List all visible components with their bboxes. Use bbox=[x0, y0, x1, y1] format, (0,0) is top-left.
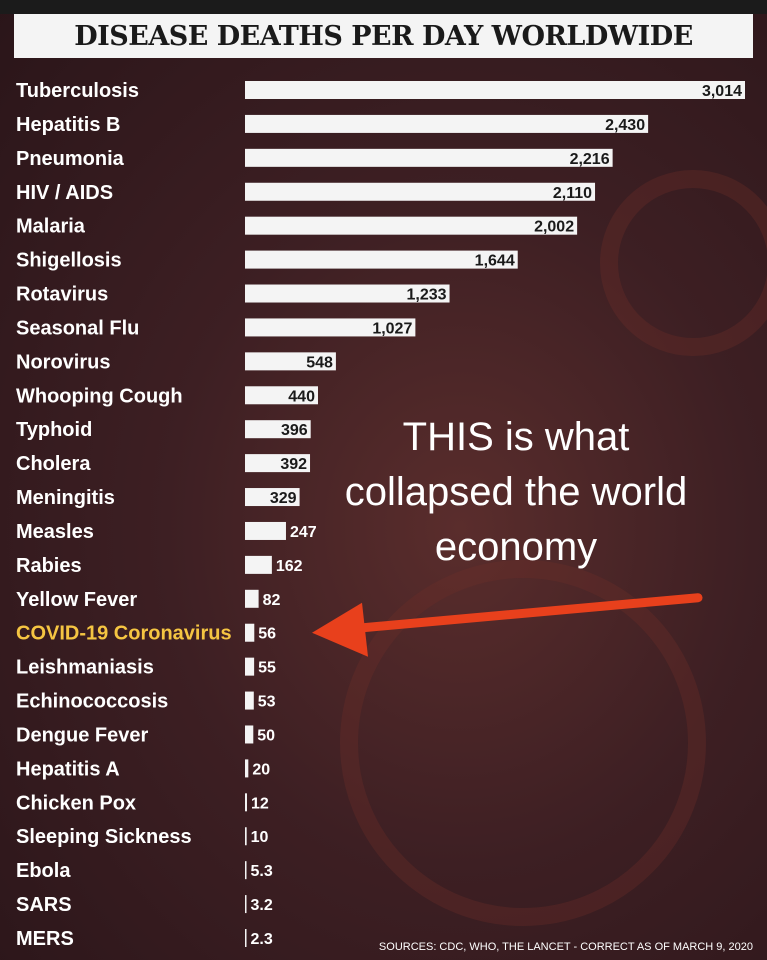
annotation-line-1: THIS is what bbox=[402, 415, 630, 459]
category-label-tuberculosis: Tuberculosis bbox=[16, 80, 139, 102]
bar-leishmaniasis bbox=[245, 657, 255, 676]
category-label-seasonal-flu: Seasonal Flu bbox=[16, 317, 139, 339]
value-label-hiv-aids: 2,110 bbox=[553, 185, 592, 202]
bar-hiv-aids bbox=[245, 182, 596, 201]
category-label-dengue-fever: Dengue Fever bbox=[16, 724, 148, 746]
bar-hepatitis-b bbox=[245, 114, 649, 133]
value-label-cholera: 392 bbox=[280, 456, 307, 473]
value-label-tuberculosis: 3,014 bbox=[702, 83, 742, 100]
category-label-typhoid: Typhoid bbox=[16, 419, 92, 441]
bar-rabies bbox=[245, 555, 272, 574]
labels-layer: Tuberculosis 3,014 Hepatitis B 2,430 Pneumon… bbox=[16, 80, 742, 950]
value-label-mers: 2.3 bbox=[251, 931, 273, 948]
category-label-yellow-fever: Yellow Fever bbox=[16, 589, 137, 611]
bar-measles bbox=[245, 521, 286, 540]
category-label-shigellosis: Shigellosis bbox=[16, 250, 122, 272]
category-label-echinococcosis: Echinococcosis bbox=[16, 691, 168, 713]
bar-pneumonia bbox=[245, 148, 613, 167]
value-label-seasonal-flu: 1,027 bbox=[372, 320, 412, 337]
title-bar: DISEASE DEATHS PER DAY WORLDWIDE bbox=[14, 14, 753, 58]
bar-dengue-fever bbox=[245, 725, 254, 744]
value-label-rabies: 162 bbox=[276, 558, 303, 575]
category-label-chicken-pox: Chicken Pox bbox=[16, 792, 136, 814]
value-label-typhoid: 396 bbox=[281, 422, 308, 439]
bar-cholera bbox=[245, 454, 311, 473]
bars-layer bbox=[245, 81, 745, 947]
value-label-covid-19-coronavirus: 56 bbox=[258, 626, 276, 643]
value-label-yellow-fever: 82 bbox=[263, 592, 281, 609]
bar-sleeping-sickness bbox=[245, 827, 247, 846]
category-label-rabies: Rabies bbox=[16, 555, 82, 577]
category-label-norovirus: Norovirus bbox=[16, 351, 110, 373]
category-label-ebola: Ebola bbox=[16, 860, 71, 882]
category-label-sars: SARS bbox=[16, 894, 72, 916]
bar-hepatitis-a bbox=[245, 759, 249, 778]
value-label-whooping-cough: 440 bbox=[288, 388, 315, 405]
bar-malaria bbox=[245, 216, 578, 235]
bar-whooping-cough bbox=[245, 386, 318, 405]
value-label-measles: 247 bbox=[290, 524, 317, 541]
value-label-meningitis: 329 bbox=[270, 490, 297, 507]
category-label-hepatitis-a: Hepatitis A bbox=[16, 758, 120, 780]
category-label-sleeping-sickness: Sleeping Sickness bbox=[16, 826, 192, 848]
category-label-measles: Measles bbox=[16, 521, 94, 543]
bar-yellow-fever bbox=[245, 589, 259, 608]
bar-meningitis bbox=[245, 488, 300, 507]
value-label-shigellosis: 1,644 bbox=[475, 253, 515, 270]
category-label-hepatitis-b: Hepatitis B bbox=[16, 114, 120, 136]
value-label-ebola: 5.3 bbox=[251, 863, 273, 880]
bar-sars bbox=[245, 895, 247, 914]
category-label-whooping-cough: Whooping Cough bbox=[16, 385, 183, 407]
value-label-malaria: 2,002 bbox=[534, 219, 574, 236]
sources-note: SOURCES: CDC, WHO, THE LANCET - CORRECT … bbox=[378, 941, 753, 953]
value-label-hepatitis-b: 2,430 bbox=[605, 117, 645, 134]
bar-mers bbox=[245, 929, 247, 947]
bar-covid-19-coronavirus bbox=[245, 623, 255, 642]
annotation-line-3: economy bbox=[434, 525, 598, 569]
value-label-pneumonia: 2,216 bbox=[570, 151, 610, 168]
bar-rotavirus bbox=[245, 284, 450, 303]
value-label-hepatitis-a: 20 bbox=[252, 761, 270, 778]
bar-ebola bbox=[245, 861, 247, 880]
value-label-chicken-pox: 12 bbox=[251, 795, 269, 812]
value-label-norovirus: 548 bbox=[306, 354, 333, 371]
value-label-sars: 3.2 bbox=[251, 897, 273, 914]
value-label-leishmaniasis: 55 bbox=[258, 660, 276, 677]
arrow-layer bbox=[312, 593, 703, 657]
category-label-mers: MERS bbox=[16, 928, 74, 950]
bar-shigellosis bbox=[245, 250, 518, 269]
bar-typhoid bbox=[245, 420, 311, 439]
annotation-text: THIS is what collapsed the world economy bbox=[296, 410, 736, 575]
chart-title: DISEASE DEATHS PER DAY WORLDWIDE bbox=[74, 20, 693, 52]
value-label-rotavirus: 1,233 bbox=[406, 287, 446, 304]
value-label-dengue-fever: 50 bbox=[257, 727, 275, 744]
category-label-hiv-aids: HIV / AIDS bbox=[16, 182, 113, 204]
arrow-shaft bbox=[347, 593, 703, 634]
bar-tuberculosis bbox=[245, 81, 745, 99]
category-label-leishmaniasis: Leishmaniasis bbox=[16, 657, 154, 679]
annotation-line-2: collapsed the world bbox=[344, 470, 688, 514]
value-label-echinococcosis: 53 bbox=[258, 694, 276, 711]
top-strip bbox=[0, 0, 767, 14]
category-label-pneumonia: Pneumonia bbox=[16, 148, 125, 170]
bar-echinococcosis bbox=[245, 691, 254, 710]
arrow-head bbox=[312, 602, 368, 657]
bar-seasonal-flu bbox=[245, 318, 416, 337]
bar-chicken-pox bbox=[245, 793, 247, 812]
category-label-rotavirus: Rotavirus bbox=[16, 284, 108, 306]
category-label-meningitis: Meningitis bbox=[16, 487, 115, 509]
category-label-malaria: Malaria bbox=[16, 216, 86, 238]
category-label-covid-19-coronavirus: COVID-19 Coronavirus bbox=[16, 623, 232, 645]
bar-norovirus bbox=[245, 352, 336, 371]
category-label-cholera: Cholera bbox=[16, 453, 91, 475]
value-label-sleeping-sickness: 10 bbox=[251, 829, 269, 846]
